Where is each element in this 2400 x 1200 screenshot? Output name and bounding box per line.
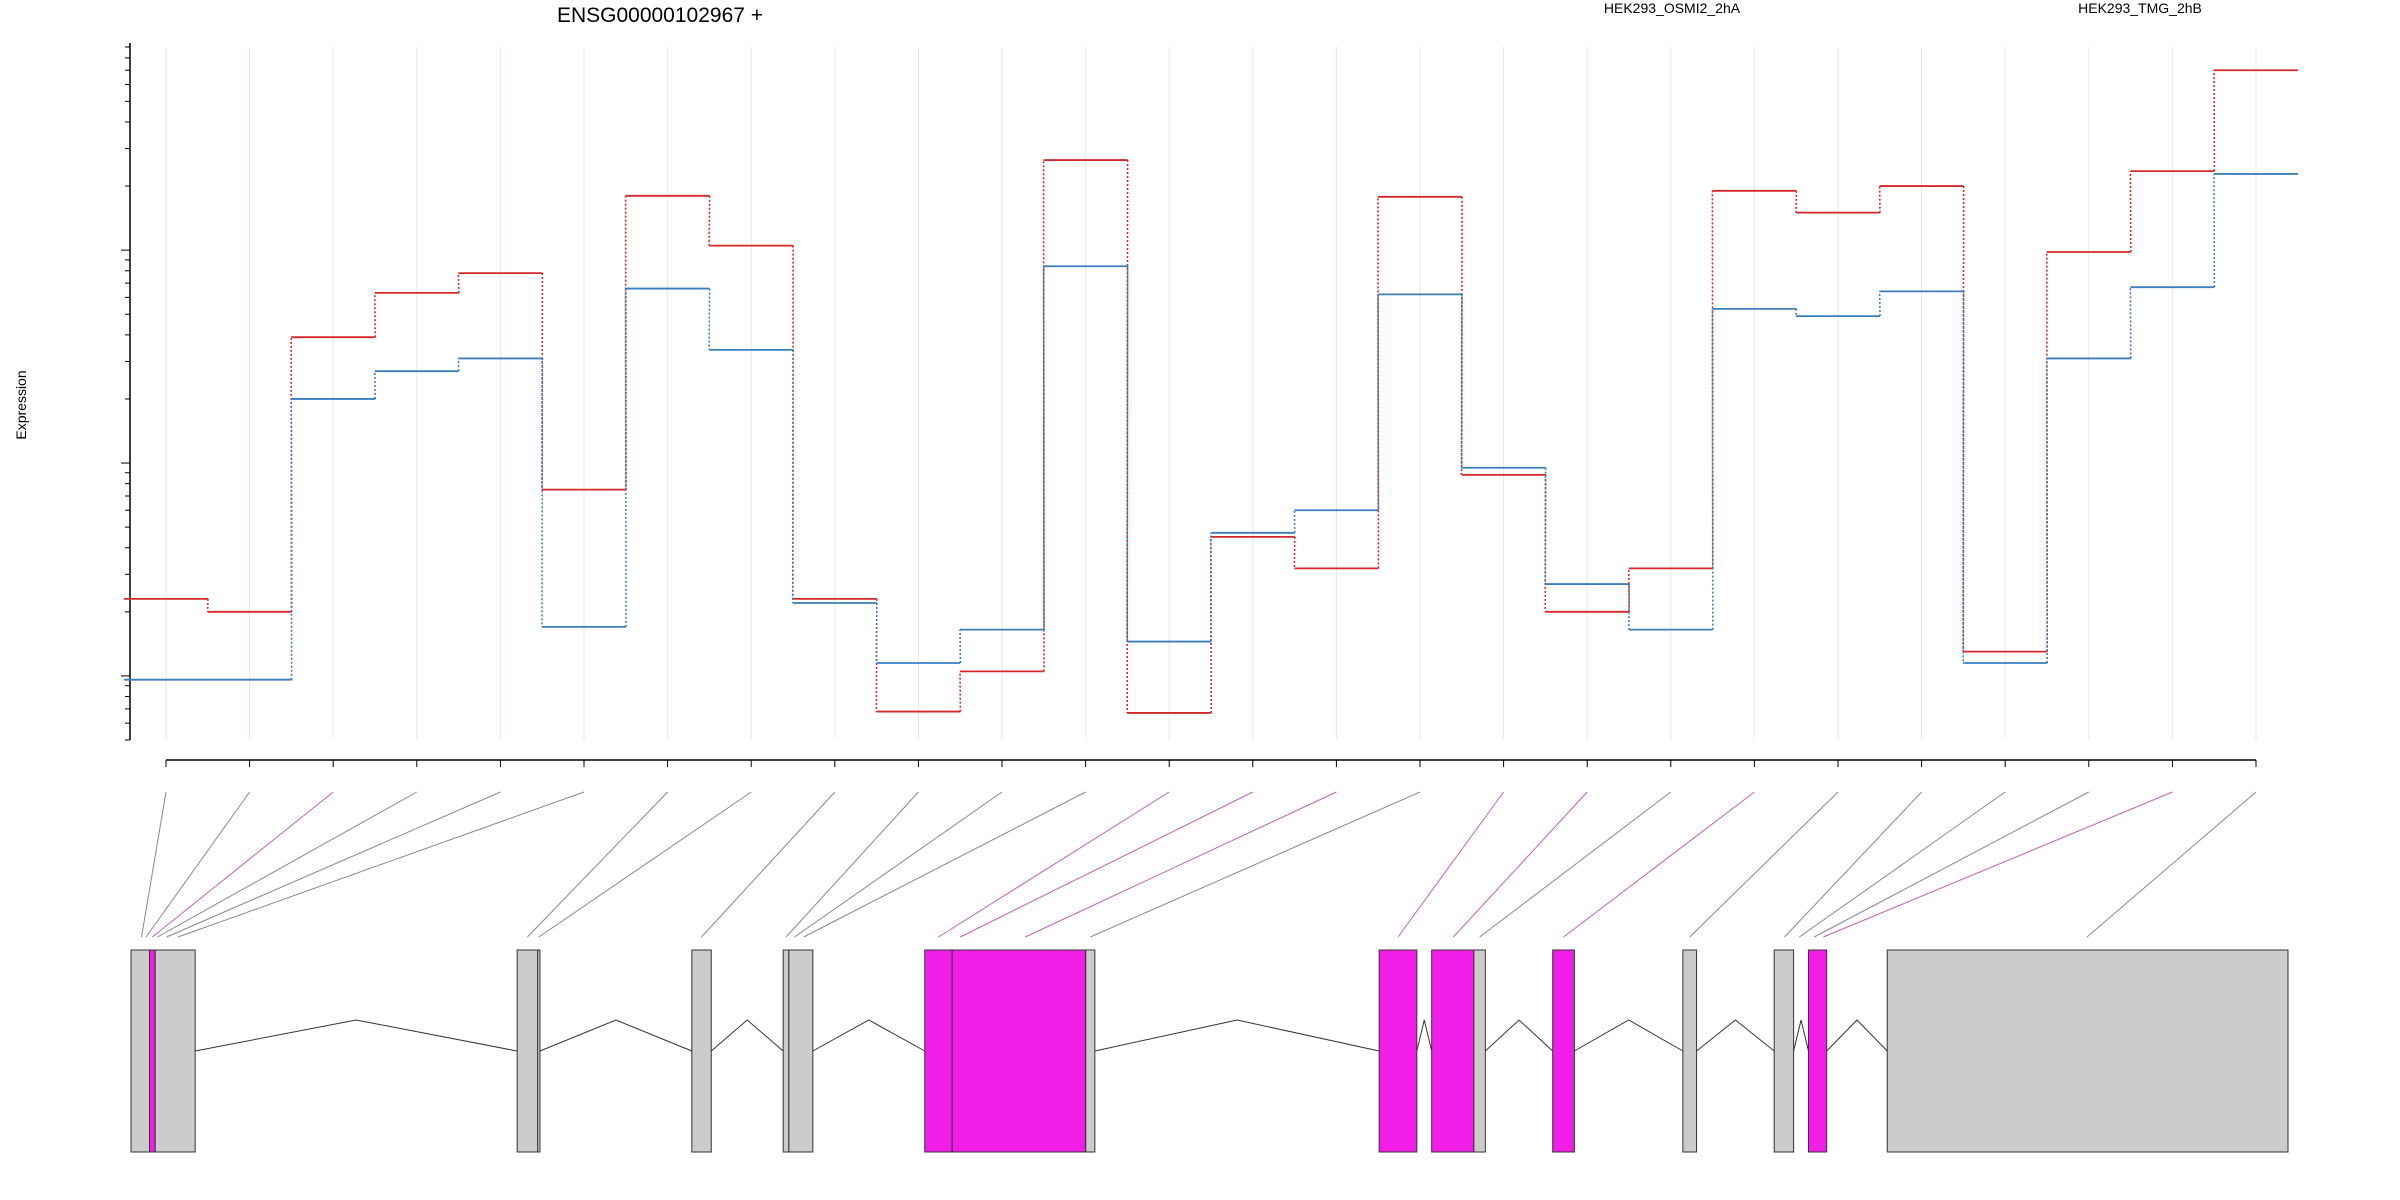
exon-block (1682, 949, 1698, 1153)
exon-connector (1799, 791, 2006, 938)
exon-connector (1479, 791, 1672, 938)
exon-block (788, 949, 814, 1153)
gene-model-track (130, 949, 2289, 1153)
exon-connector (166, 791, 501, 938)
exon-connector (157, 791, 418, 938)
exon-block (1431, 949, 1475, 1153)
exon-block (1473, 949, 1486, 1153)
exon-block (1085, 949, 1096, 1153)
intron-line (1826, 1019, 1888, 1052)
legend-entry-series-a: HEK293_OSMI2_2hA (1604, 0, 1741, 16)
exon-connector (794, 791, 1003, 938)
intron-line (539, 1019, 693, 1052)
exon-connector (701, 791, 836, 938)
exon-connector (1025, 791, 1337, 938)
exon-connector (145, 791, 251, 938)
series-a (124, 69, 2298, 714)
intron-line (1094, 1019, 1380, 1052)
intron-line (1485, 1019, 1554, 1052)
exon-connector (527, 791, 668, 938)
exon-connector (803, 791, 1086, 938)
intron-line (710, 1019, 784, 1052)
series-lines (124, 69, 2298, 714)
intron-line (1416, 1019, 1433, 1052)
exon-block (782, 949, 790, 1153)
gridlines (165, 47, 2257, 740)
exon-connector (177, 791, 585, 938)
exon-connector (2086, 791, 2257, 938)
exon-block (537, 949, 541, 1153)
exon-block (130, 949, 150, 1153)
legend-entry-series-b: HEK293_TMG_2hB (2078, 0, 2202, 16)
intron-line (812, 1019, 925, 1052)
exon-connector (538, 791, 752, 938)
exon-connector (1813, 791, 2090, 938)
exon-connector (1090, 791, 1421, 938)
exon-connector (1453, 791, 1588, 938)
exon-connector (1563, 791, 1755, 938)
intron-line (1793, 1019, 1809, 1052)
y-axis (121, 43, 131, 741)
exon-block (1886, 949, 2289, 1153)
series-b (124, 173, 2298, 681)
exon-connector (1397, 791, 1505, 938)
exon-connector (141, 791, 167, 938)
exon-connector (152, 791, 334, 938)
exon-block (951, 949, 1087, 1153)
exon-block (148, 949, 156, 1153)
exon-connector (1784, 791, 1922, 938)
exon-connector (1689, 791, 1839, 938)
x-axis (165, 759, 2257, 767)
exon-connector (1823, 791, 2173, 938)
exon-block (1807, 949, 1828, 1153)
exon-block (924, 949, 953, 1153)
exon-connector-lines (141, 791, 2257, 938)
chart-title: ENSG00000102967 + (557, 4, 763, 27)
exon-connector (938, 791, 1170, 938)
intron-line (1574, 1019, 1684, 1052)
exon-connector (959, 791, 1254, 938)
exon-block (1773, 949, 1795, 1153)
y-axis-label: Expression (13, 370, 29, 439)
exon-block (691, 949, 712, 1153)
exon-block (154, 949, 196, 1153)
exon-block (1552, 949, 1575, 1153)
exon-connector (785, 791, 919, 938)
intron-line (1696, 1019, 1775, 1052)
exon-block (1378, 949, 1418, 1153)
exon-block (516, 949, 539, 1153)
intron-line (195, 1019, 518, 1052)
